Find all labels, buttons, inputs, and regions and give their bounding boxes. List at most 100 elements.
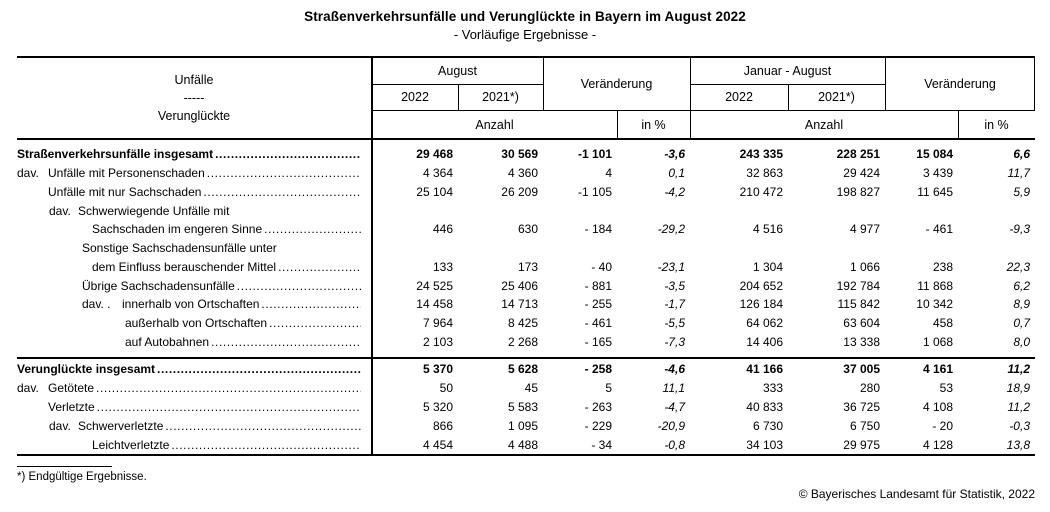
header-change-august: Veränderung [580,76,653,91]
table-cell: 10 342 [916,297,953,312]
table-cell: 5 370 [422,362,453,377]
table-cell: -9,3 [1009,222,1030,237]
table-cell: 2 268 [507,334,538,349]
table-cell: 5 583 [507,399,538,414]
table-cell: - 40 [591,259,612,274]
table-cell: 29 975 [843,437,880,452]
table-cell: 29 468 [416,147,453,162]
vline-aug-change [543,56,544,111]
table-cell: 458 [932,315,953,330]
table-cell: 8,9 [1013,297,1030,312]
leader-dots [215,147,361,161]
table-cell: -0,3 [1009,418,1030,433]
leader-dots [96,381,361,395]
header-verungueckte: Verunglückte [157,108,231,123]
table-cell: 34 103 [746,437,783,452]
table-cell: 630 [517,222,538,237]
leader-dots [207,166,361,180]
table-cell: 4 488 [507,437,538,452]
table-cell: -29,2 [657,222,685,237]
table-cell: 0,1 [668,166,685,181]
row-label: Verletzte [48,399,95,414]
vline-janaug-years [788,84,789,111]
leader-dots [278,260,361,274]
table-cell: 4 128 [922,437,953,452]
table-row: Leichtverletzte 4 454 4 488 - 34 -0,8 34… [17,435,1035,454]
copyright-notice: © Bayerisches Landesamt für Statistik, 2… [798,487,1035,501]
table-cell: 5 [605,381,612,396]
row-prefix: dav. [49,418,71,433]
leader-dots [203,185,361,199]
table-row: Straßenverkehrsunfälle insgesamt 29 468 … [17,145,1035,164]
table-cell: 41 166 [746,362,783,377]
table-cell: 133 [432,259,453,274]
table-cell: 4 516 [752,222,783,237]
table-cell: 333 [762,381,783,396]
leader-dots [97,400,361,414]
header-anzahl-jan-aug: Anzahl [804,117,844,132]
table-section-verungueckte: Verunglückte insgesamt 5 370 5 628 - 258… [17,360,1035,454]
table-cell: - 258 [584,362,612,377]
table-row: Sachschaden im engeren Sinne 446 630 - 1… [17,220,1035,239]
leader-dots [269,316,361,330]
table-cell: 6,2 [1013,278,1030,293]
table-cell: 243 335 [739,147,783,162]
leader-dots [264,222,361,236]
table-cell: 13 338 [843,334,880,349]
row-prefix: dav. [49,203,71,218]
table-cell: 6,6 [1013,147,1030,162]
table-cell: 11,2 [1007,399,1030,414]
leader-dots [157,362,361,376]
table-cell: - 184 [584,222,612,237]
table-cell: 446 [432,222,453,237]
table-cell: 11,2 [1007,362,1030,377]
table-cell: -1,7 [664,297,685,312]
header-unfaelle: Unfälle [174,72,214,87]
table-cell: 36 725 [843,399,880,414]
table-cell: - 881 [584,278,612,293]
table-cell: 22,3 [1006,259,1030,274]
table-cell: 238 [932,259,953,274]
table-cell: 866 [432,418,453,433]
footnote-rule [17,466,112,467]
table-cell: 14 406 [746,334,783,349]
table-border-top [17,56,1035,58]
table-cell: 204 652 [739,278,783,293]
table-cell: -4,2 [664,184,685,199]
table-cell: 1 095 [507,418,538,433]
table-cell: 5 320 [422,399,453,414]
table-row: außerhalb von Ortschaften 7 964 8 425 - … [17,314,1035,333]
row-label: innerhalb von Ortschaften [122,297,260,312]
table-cell: 173 [517,259,538,274]
table-cell: 13,8 [1006,437,1030,452]
table-cell: 64 062 [746,315,783,330]
header-bottom-rule [17,138,1035,140]
header-change-jan-aug: Veränderung [924,76,996,91]
header-anzahl-august: Anzahl [475,117,514,132]
row-label: Sachschaden im engeren Sinne [92,222,263,237]
header-year-2021-august: 2021*) [482,90,519,104]
table-cell: - 263 [584,399,612,414]
table-cell: 280 [859,381,880,396]
section-divider-rule [17,357,1035,359]
table-cell: 50 [439,381,453,396]
table-row: Unfälle mit nur Sachschaden 25 104 26 20… [17,182,1035,201]
table-cell: 6 730 [752,418,783,433]
header-group-august: August [438,63,477,78]
table-cell: 126 184 [739,297,783,312]
table-cell: 11,1 [662,381,685,396]
table-cell: 4 454 [422,437,453,452]
table-cell: 2 103 [422,334,453,349]
table-cell: 8 425 [507,315,538,330]
table-cell: 37 005 [843,362,880,377]
table-cell: 1 304 [752,259,783,274]
row-label: Unfälle mit Personenschaden [48,166,205,181]
table-cell: -5,5 [664,315,685,330]
table-section-unfaelle: Straßenverkehrsunfälle insgesamt 29 468 … [17,140,1035,357]
leader-dots [261,297,361,311]
table-cell: 6 750 [849,418,880,433]
table-cell: 4 977 [849,222,880,237]
row-label: Übrige Sachschadensunfälle [82,278,235,293]
table-cell: 11,7 [1007,166,1030,181]
table-cell: -4,7 [664,399,685,414]
